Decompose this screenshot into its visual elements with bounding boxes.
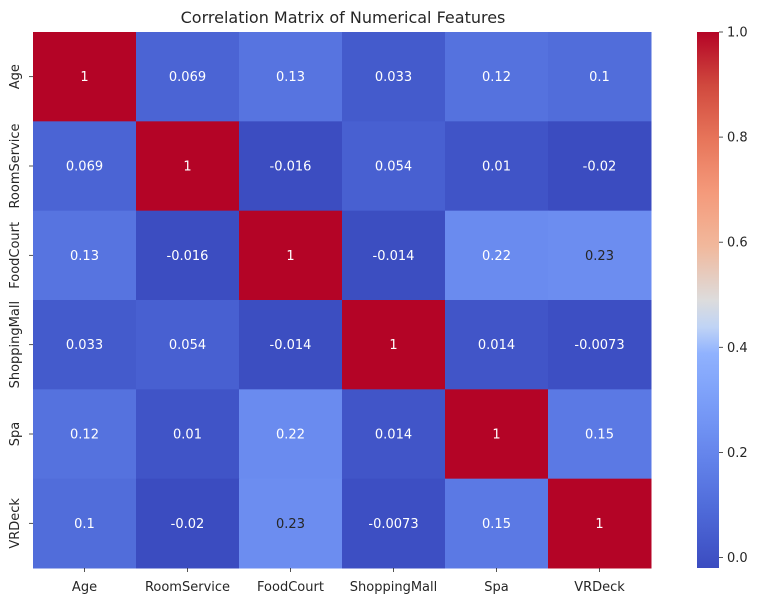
- heatmap-cell: [445, 478, 549, 569]
- cell-annotation: -0.014: [270, 338, 312, 353]
- cell-annotations: 1 0.069 0.13 0.033 0.12 0.1 0.069 1 -0.016 0.054 0…: [66, 70, 625, 532]
- cell-annotation: 0.15: [482, 517, 511, 532]
- y-tick-label: RoomService: [8, 123, 23, 208]
- heatmap-cell: [445, 121, 549, 212]
- colorbar-tick-label: 0.2: [727, 446, 748, 461]
- colorbar-tick-label: 0.8: [727, 131, 748, 146]
- heatmap-cell: [136, 121, 240, 212]
- cell-annotation: 0.1: [74, 517, 95, 532]
- heatmap-cell: [548, 32, 652, 122]
- cell-annotation: -0.0073: [368, 517, 418, 532]
- cell-annotation: 0.01: [173, 428, 202, 443]
- cell-annotation: 0.033: [375, 70, 412, 85]
- colorbar-tick-label: 0.6: [727, 236, 748, 251]
- cell-annotation: -0.016: [167, 249, 209, 264]
- x-tick-label: Spa: [484, 580, 508, 595]
- heatmap-cell: [136, 32, 240, 122]
- heatmap-cell: [239, 300, 343, 390]
- cell-annotation: 1: [286, 249, 294, 264]
- heatmap-cell: [342, 478, 446, 569]
- cell-annotation: 1: [183, 160, 191, 175]
- heatmap-cell: [239, 121, 343, 212]
- cell-annotation: 0.15: [585, 428, 614, 443]
- heatmap-cell: [33, 32, 137, 122]
- heatmap-cell: [239, 32, 343, 122]
- cell-annotation: -0.016: [270, 160, 312, 175]
- y-tick-label: Spa: [8, 422, 23, 446]
- heatmap-cell: [239, 389, 343, 480]
- cell-annotation: -0.02: [171, 517, 205, 532]
- heatmap-cell: [445, 389, 549, 480]
- heatmap-cell: [342, 210, 446, 301]
- x-tick-labels: Age RoomService FoodCourt ShoppingMall Spa VR…: [72, 568, 625, 595]
- cell-annotation: 0.23: [276, 517, 305, 532]
- cell-annotation: 0.069: [169, 70, 206, 85]
- x-tick-label: RoomService: [145, 580, 230, 595]
- heatmap-cell: [33, 478, 137, 569]
- heatmap-cell: [239, 210, 343, 301]
- colorbar-ticks: 0.0 0.2 0.4 0.6 0.8 1.0: [719, 26, 748, 566]
- heatmap-cell: [445, 300, 549, 390]
- y-tick-labels: Age RoomService FoodCourt ShoppingMall Spa VR…: [8, 64, 33, 549]
- cell-annotation: 0.13: [70, 249, 99, 264]
- cell-annotation: 0.014: [375, 428, 412, 443]
- y-tick-label: FoodCourt: [8, 222, 23, 289]
- cell-annotation: 0.069: [66, 160, 103, 175]
- x-tick-label: FoodCourt: [257, 580, 324, 595]
- x-tick-label: ShoppingMall: [350, 580, 437, 595]
- heatmap-cell: [136, 389, 240, 480]
- heatmap-cell: [342, 300, 446, 390]
- heatmap-cell: [548, 389, 652, 480]
- colorbar-tick-label: 0.4: [727, 341, 748, 356]
- heatmap-cell: [136, 210, 240, 301]
- heatmap-cell: [548, 210, 652, 301]
- heatmap-cell: [548, 121, 652, 212]
- cell-annotation: 0.014: [478, 338, 515, 353]
- cell-annotation: -0.02: [583, 160, 617, 175]
- heatmap-cell: [342, 389, 446, 480]
- y-tick-label: VRDeck: [8, 498, 23, 549]
- colorbar: [697, 32, 719, 568]
- colorbar-tick-label: 1.0: [727, 26, 748, 41]
- heatmap-cell: [33, 121, 137, 212]
- cell-annotation: 1: [389, 338, 397, 353]
- heatmap-cell: [445, 210, 549, 301]
- heatmap-cell: [445, 32, 549, 122]
- heatmap-cell: [342, 32, 446, 122]
- cell-annotation: -0.0073: [574, 338, 624, 353]
- cell-annotation: 0.22: [482, 249, 511, 264]
- cell-annotation: 0.22: [276, 428, 305, 443]
- heatmap-cell: [33, 210, 137, 301]
- cell-annotation: 1: [80, 70, 88, 85]
- cell-annotation: 0.13: [276, 70, 305, 85]
- cell-annotation: -0.014: [373, 249, 415, 264]
- cell-annotation: 0.23: [585, 249, 614, 264]
- y-tick-label: Age: [8, 64, 23, 89]
- x-tick-label: VRDeck: [574, 580, 625, 595]
- heatmap-cell: [239, 478, 343, 569]
- chart-title: Correlation Matrix of Numerical Features: [181, 8, 506, 27]
- colorbar-tick-label: 0.0: [727, 551, 748, 566]
- cell-annotation: 0.054: [169, 338, 206, 353]
- y-tick-label: ShoppingMall: [8, 301, 23, 388]
- heatmap-cell: [33, 389, 137, 480]
- cell-annotation: 0.01: [482, 160, 511, 175]
- cell-annotation: 0.054: [375, 160, 412, 175]
- heatmap-cell: [33, 300, 137, 390]
- heatmap-cell: [136, 478, 240, 569]
- heatmap-cell: [136, 300, 240, 390]
- cell-annotation: 0.12: [70, 428, 99, 443]
- heatmap-cell: [548, 300, 652, 390]
- cell-annotation: 1: [595, 517, 603, 532]
- heatmap-cell: [342, 121, 446, 212]
- x-tick-label: Age: [72, 580, 97, 595]
- heatmap-cells: [33, 32, 652, 569]
- cell-annotation: 1: [492, 428, 500, 443]
- cell-annotation: 0.033: [66, 338, 103, 353]
- cell-annotation: 0.1: [589, 70, 610, 85]
- cell-annotation: 0.12: [482, 70, 511, 85]
- heatmap-cell: [548, 478, 652, 569]
